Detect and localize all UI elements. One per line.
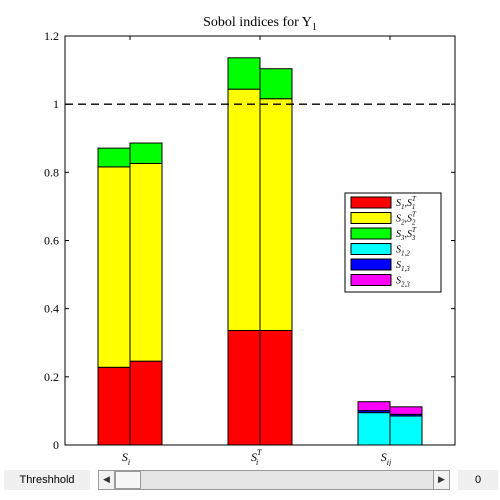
y-tick-label: 0 [53, 438, 59, 452]
y-tick-label: 0.8 [44, 165, 59, 179]
bar-segment [389, 415, 423, 446]
bar-segment [97, 147, 131, 168]
y-tick-label: 0.4 [44, 302, 59, 316]
bar-segment [129, 142, 163, 164]
slider-thumb[interactable] [115, 471, 141, 489]
bar-segment [97, 166, 131, 368]
x-category-label: ST i [251, 448, 262, 466]
axes-box [64, 35, 456, 446]
legend-label: S2,ST 2 [396, 211, 417, 227]
slider-left-arrow-icon[interactable]: ◀ [99, 471, 115, 489]
x-category-label: Si [122, 450, 130, 466]
threshold-slider[interactable]: ◀ ▶ [98, 470, 450, 490]
bar-segment [97, 366, 131, 446]
threshold-label: Threshhold [4, 470, 90, 490]
y-tick-label: 1 [53, 97, 59, 111]
bar-segment [227, 329, 261, 446]
bar-segment [389, 406, 423, 415]
y-tick-label: 0.6 [44, 234, 59, 248]
bar-segment [227, 88, 261, 331]
legend-swatch [350, 258, 392, 271]
y-tick-label: 1.2 [44, 29, 59, 43]
bar-segment [357, 401, 391, 412]
legend-label: S1,2 [396, 245, 410, 258]
slider-right-arrow-icon[interactable]: ▶ [433, 471, 449, 489]
bar-segment [259, 329, 293, 446]
threshold-value: 0 [458, 470, 498, 490]
legend-label: S2,3 [396, 276, 410, 289]
bar-segment [129, 360, 163, 446]
legend-swatch [350, 196, 392, 209]
bar-segment [227, 57, 261, 90]
control-bar: Threshhold ◀ ▶ 0 [0, 466, 500, 492]
bar-segment [259, 68, 293, 100]
legend-swatch [350, 212, 392, 224]
y-tick-label: 0.2 [44, 370, 59, 384]
x-category-label: Sij [381, 450, 392, 466]
legend-swatch [350, 227, 392, 240]
legend-label: S3,ST 3 [396, 226, 417, 242]
sobol-chart: 0 0.2 0.4 0.6 0.8 1 1.2 Si ST i Sij Sobol indices f… [44, 15, 456, 466]
legend-swatch [350, 243, 392, 255]
legend-label: S1,ST 1 [396, 195, 417, 211]
legend-label: S1,3 [396, 260, 410, 273]
bar-segment [357, 412, 391, 446]
bar-segment [129, 162, 163, 362]
bar-segment [259, 98, 293, 331]
legend-swatch [350, 274, 392, 286]
legend: S1,ST 1S2,ST 2S3,ST 3 S1,2 S1,3 S2,3 [344, 192, 442, 293]
chart-title: Sobol indices for Y1 [203, 15, 317, 33]
